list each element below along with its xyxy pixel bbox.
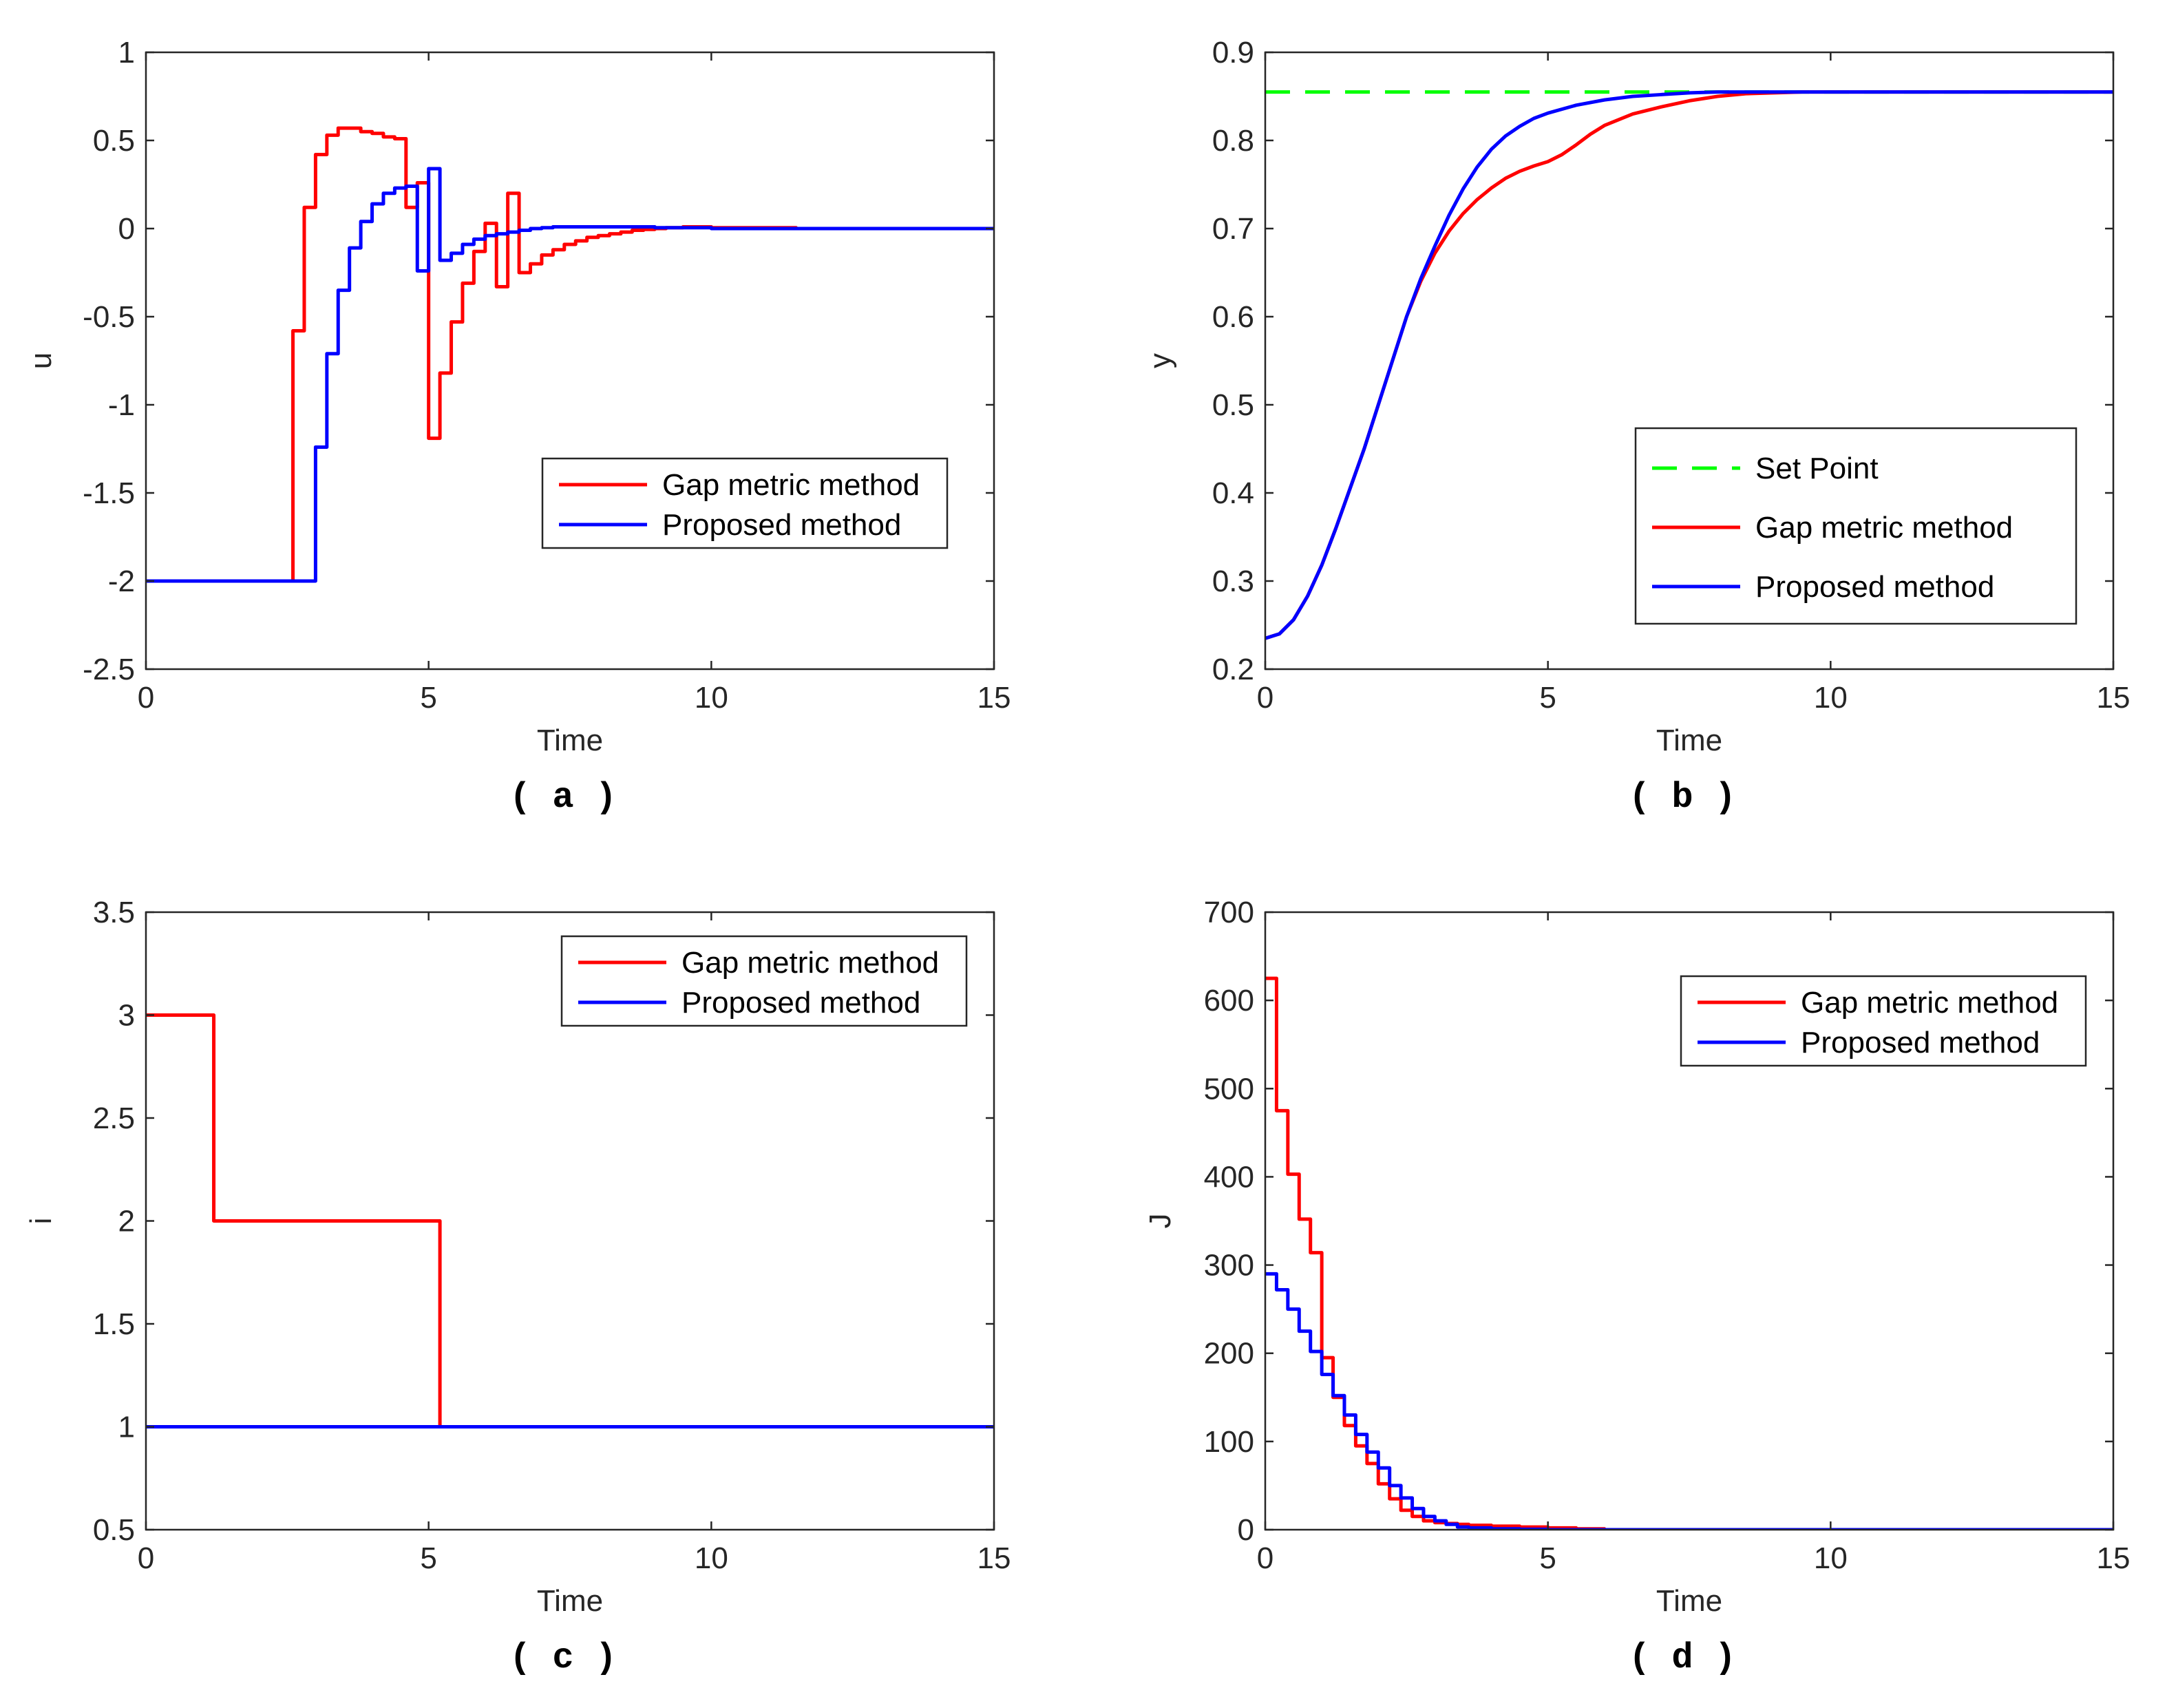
x-tick-label: 0 <box>1257 1541 1273 1575</box>
y-tick-label: 0.6 <box>1212 300 1254 334</box>
y-tick-label: 0 <box>118 212 135 246</box>
y-axis-label: u <box>24 352 58 369</box>
legend-label: Gap metric method <box>1801 986 2058 1020</box>
x-tick-label: 0 <box>138 1541 154 1575</box>
y-tick-label: 0.4 <box>1212 476 1254 510</box>
y-tick-label: 600 <box>1204 984 1254 1018</box>
series-gap-metric-method <box>1265 976 2113 1530</box>
x-tick-label: 10 <box>695 1541 728 1575</box>
y-tick-label: 300 <box>1204 1249 1254 1283</box>
legend: Gap metric method Proposed method <box>1680 975 2087 1067</box>
y-tick-label: 0.2 <box>1212 653 1254 686</box>
x-tick-label: 5 <box>420 1541 436 1575</box>
x-tick-label: 0 <box>1257 681 1273 715</box>
x-tick-label: 10 <box>695 681 728 715</box>
y-tick-label: 1.5 <box>93 1307 135 1341</box>
y-tick-label: -1.5 <box>83 476 135 510</box>
y-axis-label: i <box>24 1218 58 1225</box>
y-tick-label: 0.5 <box>93 124 135 158</box>
panel-b: 0 5 10 15 0.2 0.3 0.4 0.5 0.6 0.7 0.8 0.9 Time y ( b )… <box>1143 36 2130 818</box>
y-tick-label: -0.5 <box>83 300 135 334</box>
x-tick-label: 15 <box>977 681 1011 715</box>
y-tick-label: -2 <box>108 565 135 598</box>
panel-a: 0 5 10 15 -2.5 -2 -1.5 -1 -0.5 0 0.5 1 Time u ( a ) Gap… <box>24 36 1011 818</box>
y-tick-label: 0.7 <box>1212 212 1254 246</box>
y-tick-label: 0 <box>1238 1513 1254 1547</box>
axes-box <box>145 51 995 671</box>
series-proposed-method <box>1265 1272 2113 1530</box>
axes-box <box>1264 911 2115 1531</box>
y-tick-label: 2.5 <box>93 1101 135 1135</box>
x-axis-label: Time <box>1656 724 1722 757</box>
y-tick-label: 2 <box>118 1205 135 1238</box>
legend-box <box>560 935 968 1027</box>
legend-label: Set Point <box>1755 452 1879 485</box>
axes-box <box>1264 51 2115 671</box>
y-tick-label: 1 <box>118 1411 135 1444</box>
legend-label: Proposed method <box>681 986 920 1020</box>
x-axis-label: Time <box>1656 1584 1722 1618</box>
y-tick-label: -1 <box>108 388 135 422</box>
x-tick-label: 5 <box>1539 681 1556 715</box>
y-tick-label: 1 <box>118 36 135 70</box>
y-tick-label: 0.3 <box>1212 565 1254 598</box>
y-axis-label: J <box>1143 1214 1177 1229</box>
y-tick-label: 0.8 <box>1212 124 1254 158</box>
x-tick-label: 15 <box>977 1541 1011 1575</box>
plot-area <box>146 52 994 669</box>
panel-caption: ( a ) <box>509 777 617 818</box>
series-gap-metric-method <box>146 126 994 583</box>
panel-caption: ( c ) <box>509 1638 617 1678</box>
legend-label: Proposed method <box>1755 570 1994 604</box>
legend-label: Gap metric method <box>662 468 920 502</box>
series-group <box>146 126 994 583</box>
x-tick-label: 10 <box>1814 681 1848 715</box>
legend-label: Gap metric method <box>681 946 939 980</box>
y-tick-label: -2.5 <box>83 653 135 686</box>
y-axis-label: y <box>1143 353 1177 368</box>
legend-box <box>541 457 949 549</box>
y-tick-label: 3 <box>118 999 135 1033</box>
legend-label: Gap metric method <box>1755 511 2013 545</box>
legend: Set Point Gap metric method Proposed metho… <box>1634 427 2078 625</box>
legend: Gap metric method Proposed method <box>541 457 949 549</box>
x-tick-label: 10 <box>1814 1541 1848 1575</box>
x-axis-label: Time <box>537 724 603 757</box>
panel-caption: ( b ) <box>1629 777 1736 818</box>
x-tick-label: 5 <box>1539 1541 1556 1575</box>
x-tick-label: 15 <box>2097 681 2131 715</box>
x-tick-label: 15 <box>2097 1541 2131 1575</box>
y-tick-label: 500 <box>1204 1072 1254 1106</box>
legend-label: Proposed method <box>662 508 901 542</box>
x-tick-label: 5 <box>420 681 436 715</box>
series-proposed-method <box>1265 90 2113 640</box>
x-tick-label: 0 <box>138 681 154 715</box>
series-group <box>1265 976 2113 1530</box>
y-tick-label: 0.5 <box>1212 388 1254 422</box>
y-tick-label: 200 <box>1204 1337 1254 1371</box>
legend-box <box>1680 975 2087 1067</box>
y-tick-label: 0.5 <box>93 1513 135 1547</box>
series-group <box>1265 90 2113 640</box>
legend: Gap metric method Proposed method <box>560 935 968 1027</box>
y-tick-label: 100 <box>1204 1425 1254 1459</box>
y-tick-label: 700 <box>1204 896 1254 929</box>
x-axis-label: Time <box>537 1584 603 1618</box>
series-proposed-method <box>146 167 994 583</box>
panel-caption: ( d ) <box>1629 1638 1736 1678</box>
panel-d: 0 5 10 15 0 100 200 300 400 500 600 700 Time J ( d ) Ga… <box>1143 896 2130 1678</box>
legend-label: Proposed method <box>1801 1026 2040 1059</box>
y-tick-label: 400 <box>1204 1160 1254 1194</box>
panel-c: 0 5 10 15 0.5 1 1.5 2 2.5 3 3.5 Time i ( c ) Gap metri… <box>24 896 1011 1678</box>
y-tick-label: 3.5 <box>93 896 135 929</box>
series-group <box>146 1013 994 1428</box>
y-tick-label: 0.9 <box>1212 36 1254 70</box>
